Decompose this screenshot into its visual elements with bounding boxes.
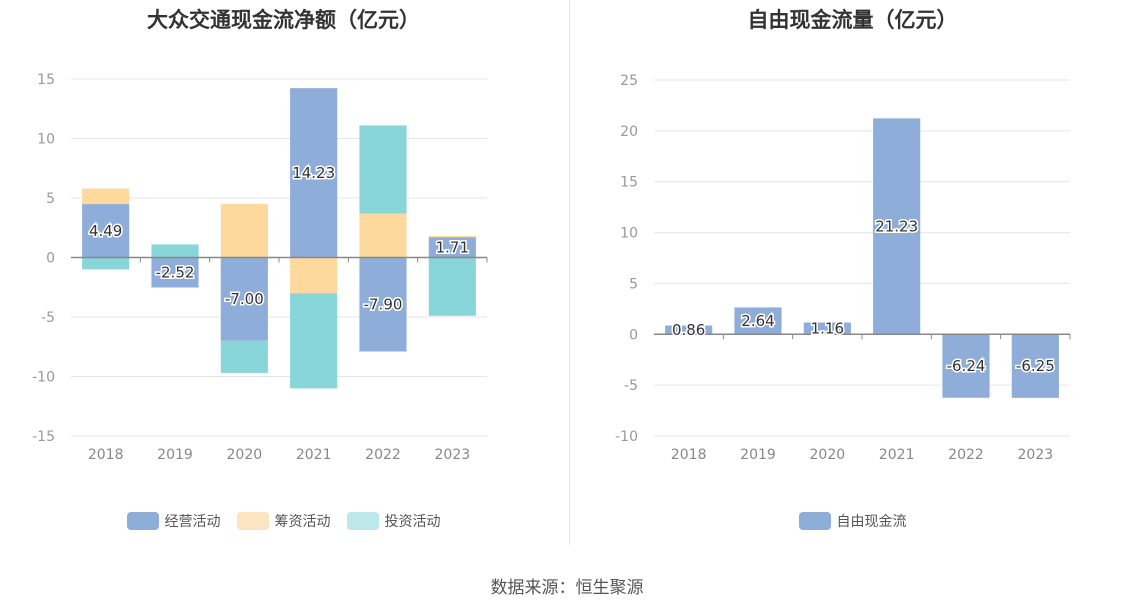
x-tick-label: 2020 [810, 447, 846, 463]
free-cashflow-chart: 自由现金流量（亿元） 25 20 15 10 5 0 -5 -10 2018 2019 2020 20… [571, 0, 1134, 545]
bar-2020-series-2 [220, 340, 268, 373]
y-tick-label: -10 [615, 429, 638, 445]
bar-2021-series-0 [290, 88, 338, 258]
legend-swatch-operating [126, 512, 159, 530]
legend-swatch-free-cashflow [798, 512, 831, 530]
bar-2019-series-0 [734, 307, 782, 335]
y-tick-label: -5 [41, 310, 55, 326]
x-tick-label: 2021 [879, 447, 915, 463]
legend-item-operating[interactable]: 经营活动 [126, 511, 221, 531]
bar-2018-series-2 [82, 257, 130, 270]
x-tick-label: 2018 [671, 447, 707, 463]
free-cashflow-plot: 25 20 15 10 5 0 -5 -10 2018 2019 2020 2021 2022 2023 0… [615, 73, 1071, 463]
bar-2019-series-2 [151, 244, 199, 258]
legend-label: 自由现金流 [836, 514, 907, 530]
bar-2021-series-1 [290, 257, 338, 294]
bar-2019-series-0 [151, 257, 199, 288]
bar-2022-series-2 [359, 125, 407, 214]
cashflow-net-chart: 大众交通现金流净额（亿元） 15 10 5 0 -5 -10 -15 2018 2019 2020… [0, 0, 567, 545]
y-tick-label: 0 [46, 251, 55, 267]
data-label-2020: -7.00 [225, 290, 264, 308]
bar-2023-series-0 [428, 237, 476, 258]
y-tick-label: -5 [624, 378, 638, 394]
data-label-2022: -6.24 [947, 357, 986, 375]
x-tick-label: 2021 [296, 447, 332, 463]
y-tick-label: -15 [32, 429, 55, 445]
panel-divider [569, 0, 570, 545]
y-tick-label: 15 [620, 175, 638, 191]
bar-2020-series-0 [803, 322, 851, 335]
bar-2020-series-1 [220, 203, 268, 258]
data-label-2019: 2.64 [741, 312, 774, 330]
bar-2022-series-0 [942, 334, 990, 398]
chart-title: 大众交通现金流净额（亿元） [147, 8, 420, 32]
data-label-2018: 4.49 [89, 222, 122, 240]
y-tick-label: 10 [37, 132, 55, 148]
x-tick-label: 2019 [157, 447, 193, 463]
data-label-2022: -7.90 [364, 296, 403, 314]
bar-2021-series-0 [873, 118, 921, 335]
bar-2020-series-0 [220, 257, 268, 341]
bar-2021-series-2 [290, 293, 338, 389]
chart-title: 自由现金流量（亿元） [747, 8, 958, 32]
x-tick-label: 2020 [227, 447, 263, 463]
y-tick-label: 0 [629, 327, 638, 343]
data-label-2021: 21.23 [875, 217, 918, 235]
data-source: 数据来源：恒生聚源 [490, 578, 644, 598]
bar-2018-series-0 [665, 325, 713, 335]
bar-2023-series-0 [1011, 334, 1059, 398]
y-tick-label: 25 [620, 73, 638, 89]
x-tick-label: 2023 [435, 447, 471, 463]
cashflow-net-plot: 15 10 5 0 -5 -10 -15 2018 2019 2020 2021 2022 2023 4.… [32, 72, 488, 463]
x-tick-label: 2022 [948, 447, 984, 463]
y-tick-label: -10 [32, 370, 55, 386]
data-label-2019: -2.52 [156, 263, 195, 281]
x-tick-label: 2022 [365, 447, 401, 463]
bar-2023-series-2 [428, 257, 476, 316]
y-tick-label: 5 [46, 191, 55, 207]
legend-label: 投资活动 [384, 514, 441, 530]
y-tick-label: 5 [629, 276, 638, 292]
y-tick-label: 15 [37, 72, 55, 88]
x-tick-label: 2023 [1018, 447, 1054, 463]
data-label-2020: 1.16 [811, 319, 844, 337]
y-tick-label: 20 [620, 124, 638, 140]
legend-item-financing[interactable]: 筹资活动 [236, 511, 331, 531]
bar-2022-series-1 [359, 213, 407, 258]
data-label-2018: 0.86 [672, 321, 705, 339]
bar-2023-series-1 [428, 235, 476, 238]
bar-2022-series-0 [359, 257, 407, 352]
legend-item-investing[interactable]: 投资活动 [346, 511, 441, 531]
legend-swatch-financing [236, 512, 269, 530]
legend-label: 筹资活动 [274, 514, 331, 530]
x-tick-label: 2018 [88, 447, 124, 463]
bar-2018-series-1 [82, 188, 130, 205]
bar-2018-series-0 [82, 204, 130, 258]
legend: 自由现金流 [571, 511, 1134, 531]
legend-swatch-investing [346, 512, 379, 530]
data-label-2021: 14.23 [292, 164, 335, 182]
data-label-2023: 1.71 [436, 238, 469, 256]
legend-item-free-cashflow[interactable]: 自由现金流 [798, 511, 907, 531]
y-tick-label: 10 [620, 226, 638, 242]
legend: 经营活动 筹资活动 投资活动 [0, 511, 567, 531]
data-label-2023: -6.25 [1016, 357, 1055, 375]
x-tick-label: 2019 [740, 447, 776, 463]
legend-label: 经营活动 [164, 514, 221, 530]
